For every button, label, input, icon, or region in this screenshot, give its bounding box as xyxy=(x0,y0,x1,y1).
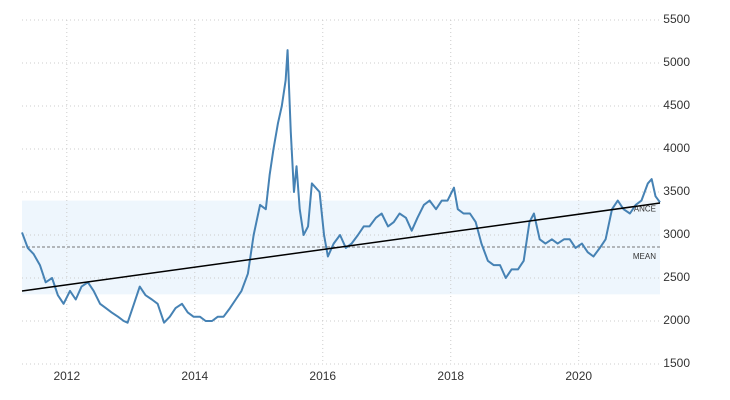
x-tick-label: 2012 xyxy=(53,369,80,383)
x-tick-label: 2016 xyxy=(309,369,336,383)
y-tick-label: 5000 xyxy=(663,55,690,69)
series-line xyxy=(21,49,661,324)
y-tick-label: 3000 xyxy=(663,227,690,241)
band-label: ANCE xyxy=(634,205,656,214)
x-tick-label: 2014 xyxy=(181,369,208,383)
y-tick-label: 1500 xyxy=(663,356,690,370)
mean-label: MEAN xyxy=(633,252,656,261)
x-tick-label: 2020 xyxy=(565,369,592,383)
y-tick-label: 2500 xyxy=(663,270,690,284)
trend-line xyxy=(21,202,661,292)
y-tick-label: 4500 xyxy=(663,98,690,112)
y-tick-label: 2000 xyxy=(663,313,690,327)
y-tick-label: 4000 xyxy=(663,141,690,155)
x-tick-label: 2018 xyxy=(437,369,464,383)
y-tick-label: 5500 xyxy=(663,12,690,26)
y-tick-label: 3500 xyxy=(663,184,690,198)
